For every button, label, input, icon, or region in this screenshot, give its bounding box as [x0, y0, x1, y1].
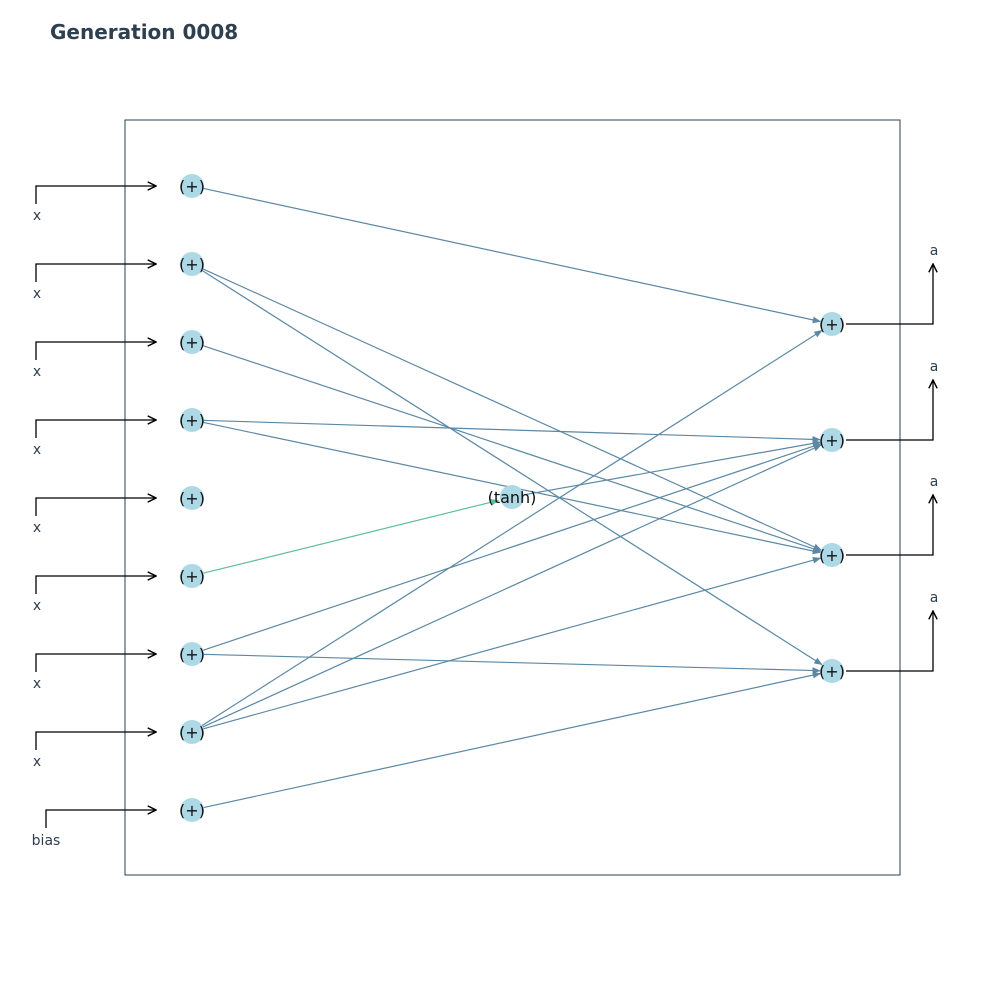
connection-edge	[521, 440, 822, 496]
connection-layer	[200, 187, 823, 809]
input-node: (+)	[179, 252, 205, 276]
connection-edge	[201, 187, 822, 324]
output-label: a	[930, 359, 939, 375]
node-circle	[180, 408, 204, 432]
output-node: (+)	[819, 428, 845, 452]
node-label: (+)	[819, 662, 845, 681]
connection-edge	[200, 268, 823, 666]
input-label: x	[33, 754, 41, 770]
node-circle	[500, 485, 524, 509]
connection-edge	[200, 444, 822, 729]
connection-edge	[201, 653, 821, 674]
output-arrow	[846, 495, 933, 556]
node-label: (+)	[179, 801, 205, 820]
connection-edge	[201, 344, 822, 553]
node-label: (+)	[179, 411, 205, 430]
input-arrow	[35, 420, 156, 438]
connection-edge	[201, 498, 500, 575]
connection-edge	[201, 419, 821, 443]
input-node: (+)	[179, 408, 205, 432]
input-node: (+)	[179, 174, 205, 198]
output-node: (+)	[819, 312, 845, 336]
node-label: (+)	[179, 645, 205, 664]
input-label: x	[33, 442, 41, 458]
input-node: (+)	[179, 642, 205, 666]
connection-edge	[201, 443, 822, 652]
node-circle	[180, 798, 204, 822]
connection-edge	[200, 329, 823, 728]
node-circle	[820, 543, 844, 567]
input-arrow	[35, 654, 156, 672]
output-node: (+)	[819, 659, 845, 683]
input-label: x	[33, 286, 41, 302]
node-circle	[180, 174, 204, 198]
node-circle	[180, 642, 204, 666]
node-label: (+)	[179, 723, 205, 742]
node-circle	[180, 720, 204, 744]
input-node: (+)	[179, 486, 205, 510]
input-node: (+)	[179, 564, 205, 588]
output-node: (+)	[819, 543, 845, 567]
output-label: a	[930, 474, 939, 490]
input-arrow	[45, 810, 156, 828]
input-arrow	[35, 186, 156, 204]
input-label: bias	[32, 833, 61, 849]
io-arrows-layer: x x x x x x x x bias a a a a	[32, 186, 939, 849]
output-arrow	[846, 264, 933, 325]
connection-edge	[201, 556, 822, 730]
node-circle	[180, 252, 204, 276]
connection-edge	[200, 267, 822, 551]
input-node: (+)	[179, 798, 205, 822]
node-label: (tanh)	[488, 488, 537, 507]
input-label: x	[33, 364, 41, 380]
node-label: (+)	[179, 177, 205, 196]
input-node: (+)	[179, 720, 205, 744]
node-label: (+)	[819, 431, 845, 450]
input-arrow	[35, 732, 156, 750]
node-label: (+)	[179, 255, 205, 274]
node-label: (+)	[179, 333, 205, 352]
input-node: (+)	[179, 330, 205, 354]
node-label: (+)	[819, 315, 845, 334]
node-circle	[180, 564, 204, 588]
node-circle	[180, 330, 204, 354]
output-label: a	[930, 243, 939, 259]
output-arrow	[846, 611, 933, 672]
node-circle	[820, 428, 844, 452]
node-circle	[820, 659, 844, 683]
input-label: x	[33, 598, 41, 614]
output-arrow	[846, 380, 933, 441]
connection-edge	[201, 671, 822, 809]
node-label: (+)	[179, 567, 205, 586]
node-layer: (+) (+) (+) (+) (+) (+) (+) (+) (+) (tanh) (+) (+) (…	[179, 174, 845, 822]
node-circle	[180, 486, 204, 510]
input-arrow	[35, 342, 156, 360]
input-label: x	[33, 208, 41, 224]
input-label: x	[33, 520, 41, 536]
node-label: (+)	[179, 489, 205, 508]
input-arrow	[35, 264, 156, 282]
output-label: a	[930, 590, 939, 606]
input-arrow	[35, 576, 156, 594]
diagram-title: Generation 0008	[50, 20, 239, 44]
node-circle	[820, 312, 844, 336]
input-arrow	[35, 498, 156, 516]
input-label: x	[33, 676, 41, 692]
hidden-node: (tanh)	[488, 485, 537, 509]
node-label: (+)	[819, 546, 845, 565]
